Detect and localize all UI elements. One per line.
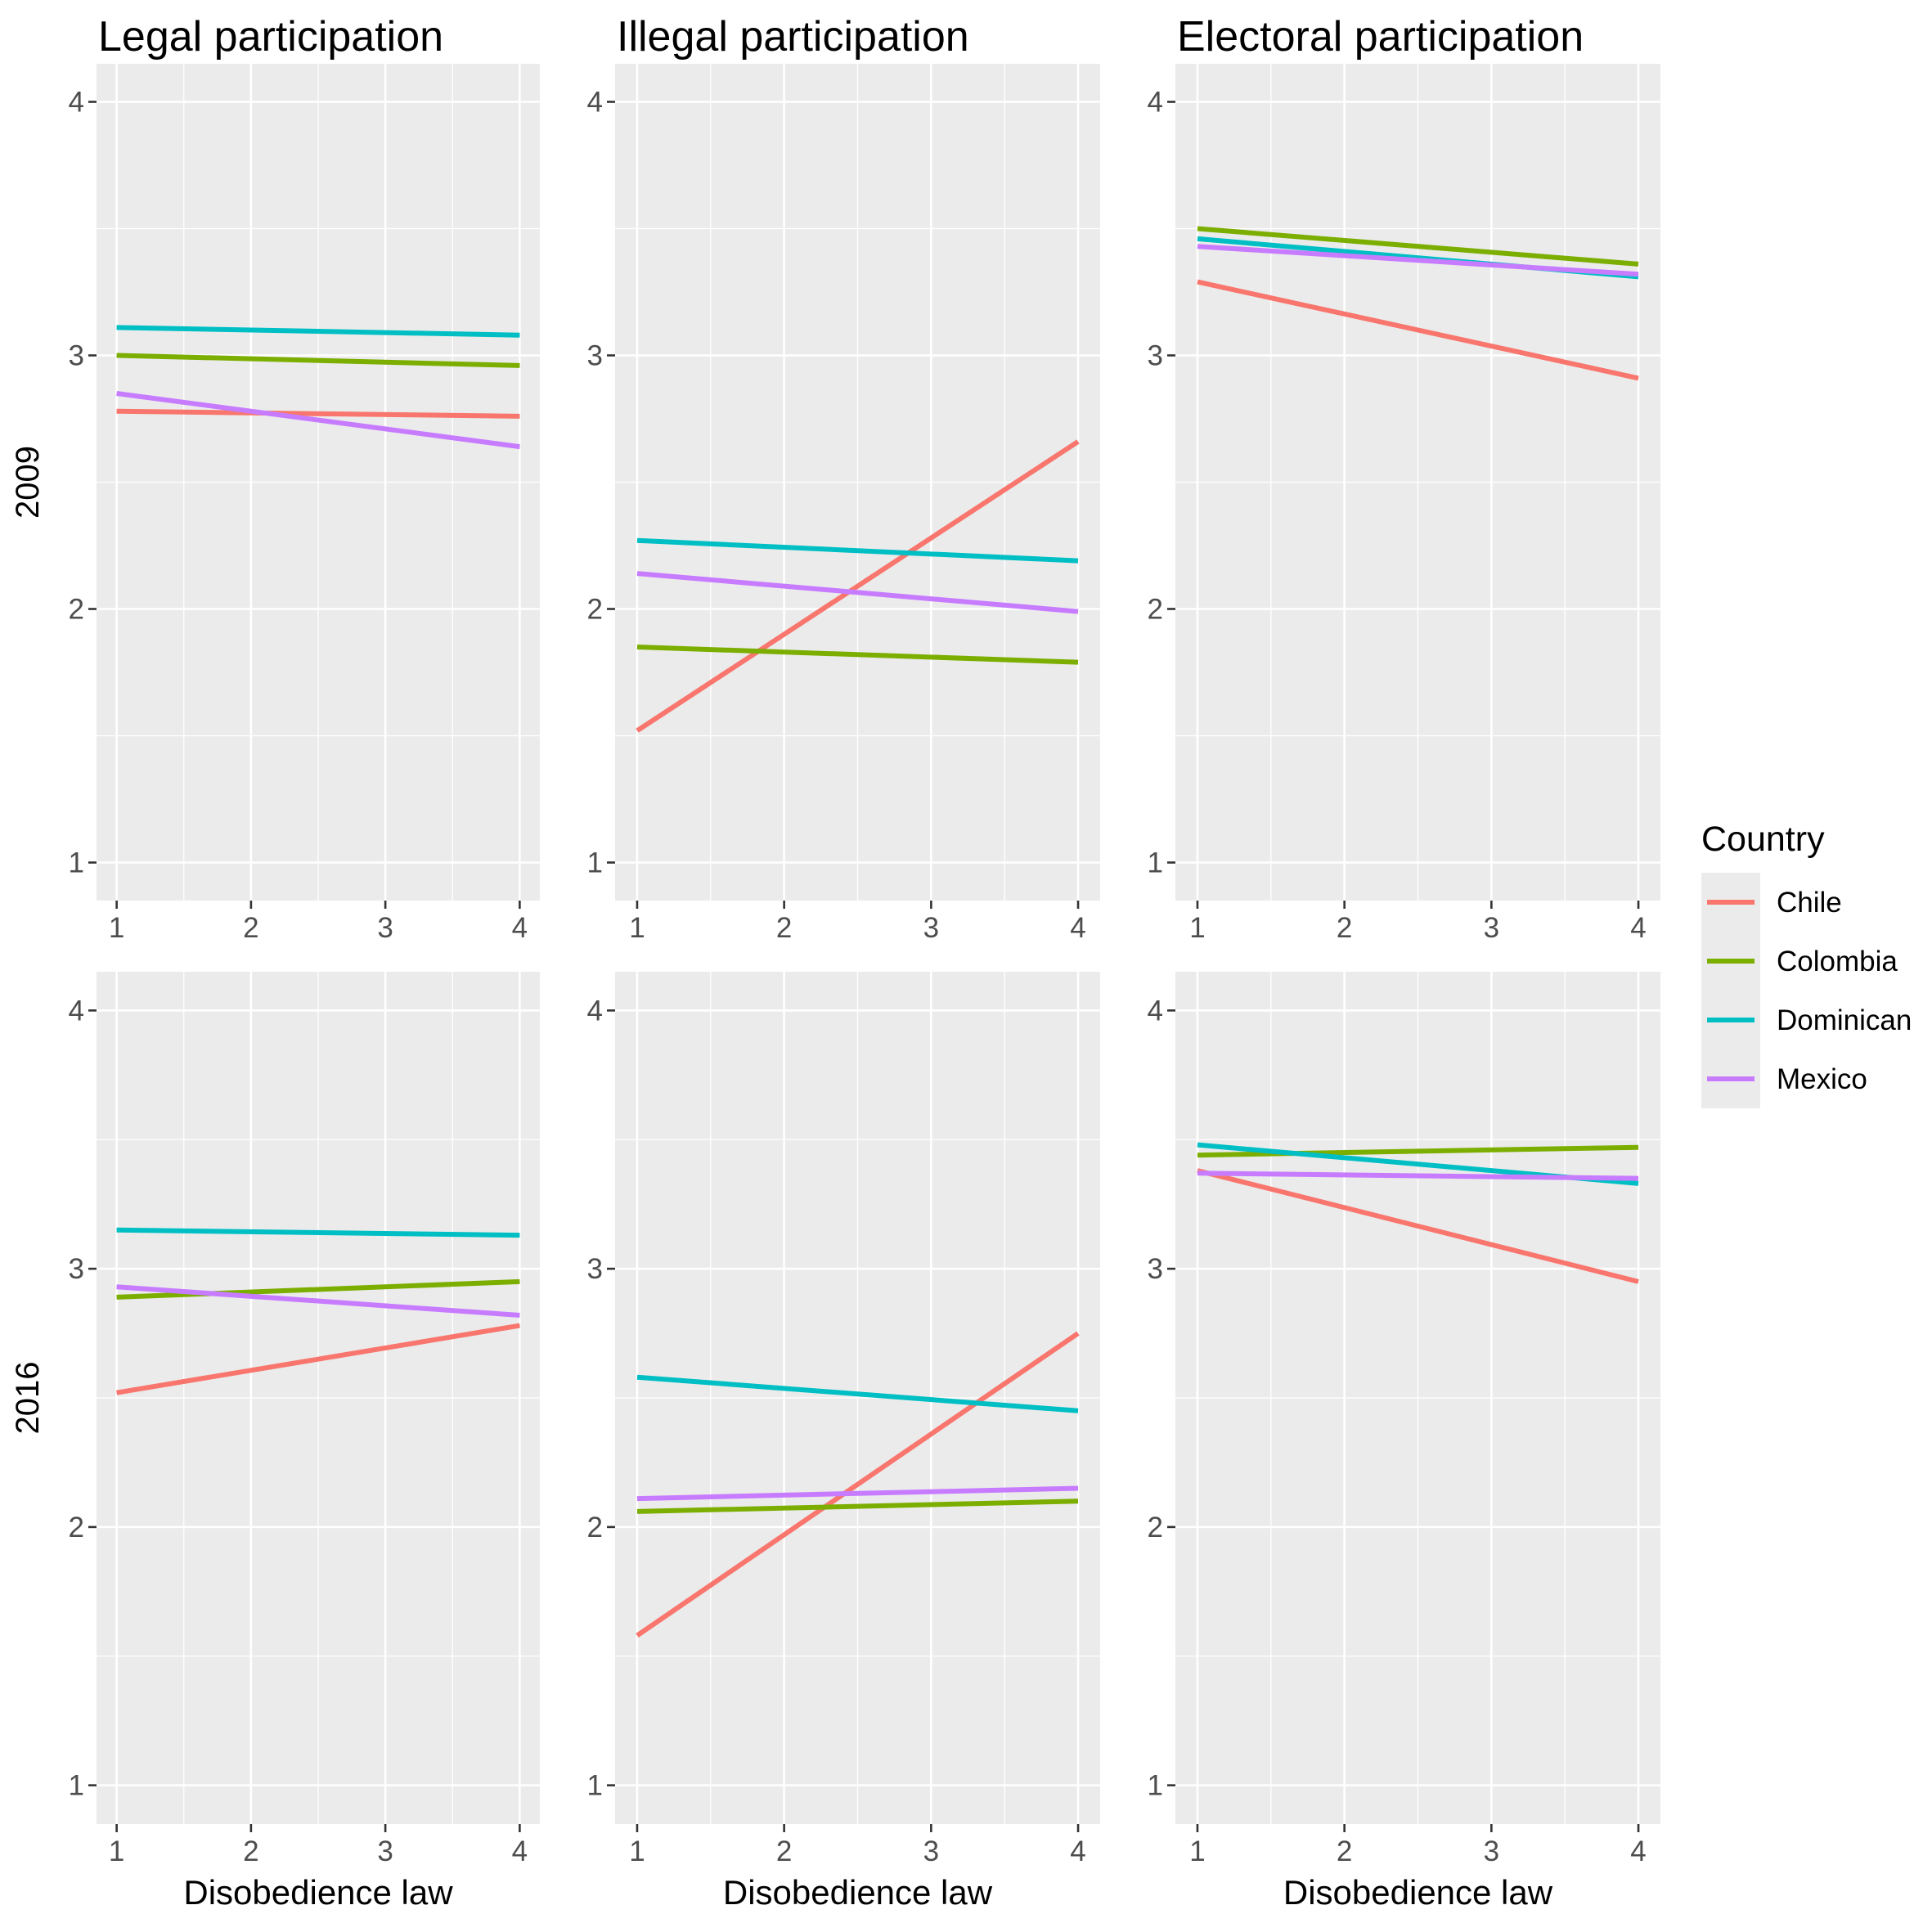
x-axis-title: Disobedience law bbox=[723, 1873, 993, 1912]
series-line-chile-electoral-participation-2016 bbox=[1197, 1168, 1639, 1284]
legend-label-mexico: Mexico bbox=[1777, 1063, 1867, 1095]
y-tick-label: 3 bbox=[587, 340, 603, 372]
x-tick-label: 4 bbox=[1070, 912, 1085, 944]
y-tick-label: 1 bbox=[1148, 847, 1163, 879]
x-tick-label: 3 bbox=[1484, 1835, 1499, 1867]
y-tick-label: 3 bbox=[587, 1253, 603, 1285]
facet-title-illegal-participation: Illegal participation bbox=[617, 13, 969, 61]
y-tick-label: 3 bbox=[1148, 1253, 1163, 1285]
series-line-mexico-legal-participation-2009 bbox=[116, 391, 520, 450]
x-tick-label: 3 bbox=[377, 912, 393, 944]
x-tick-label: 1 bbox=[109, 1835, 124, 1867]
y-tick-label: 3 bbox=[69, 1253, 84, 1285]
x-tick-label: 1 bbox=[629, 1835, 645, 1867]
legend-label-chile: Chile bbox=[1777, 887, 1842, 919]
legend-label-colombia: Colombia bbox=[1777, 946, 1898, 977]
series-line-colombia-electoral-participation-2009 bbox=[1197, 226, 1639, 267]
y-tick-label: 1 bbox=[1148, 1770, 1163, 1802]
legend-title: Country bbox=[1701, 820, 1825, 859]
x-tick-label: 4 bbox=[512, 912, 528, 944]
y-tick-label: 3 bbox=[1148, 340, 1163, 372]
y-tick-label: 1 bbox=[69, 1770, 84, 1802]
y-tick-label: 2 bbox=[69, 1512, 84, 1543]
y-tick-label: 4 bbox=[69, 87, 84, 119]
series-line-dominican-legal-participation-2016 bbox=[116, 1227, 520, 1238]
x-tick-label: 2 bbox=[1337, 912, 1352, 944]
series-line-dominican-legal-participation-2009 bbox=[116, 325, 520, 338]
y-tick-label: 2 bbox=[69, 594, 84, 626]
series-line-colombia-illegal-participation-2009 bbox=[636, 645, 1079, 665]
y-tick-label: 3 bbox=[69, 340, 84, 372]
y-tick-label: 4 bbox=[1148, 995, 1163, 1027]
y-tick-label: 4 bbox=[587, 87, 603, 119]
y-tick-label: 2 bbox=[1148, 1512, 1163, 1543]
series-line-chile-legal-participation-2009 bbox=[116, 408, 520, 419]
y-tick-label: 4 bbox=[587, 995, 603, 1027]
series-line-mexico-electoral-participation-2016 bbox=[1197, 1170, 1639, 1181]
y-tick-label: 1 bbox=[69, 847, 84, 879]
y-tick-label: 2 bbox=[587, 1512, 603, 1543]
x-tick-label: 3 bbox=[1484, 912, 1499, 944]
series-line-mexico-legal-participation-2016 bbox=[116, 1284, 520, 1318]
x-axis-title: Disobedience law bbox=[183, 1873, 453, 1912]
facet-row-label-2009: 2009 bbox=[10, 446, 46, 519]
series-line-colombia-electoral-participation-2016 bbox=[1197, 1144, 1639, 1158]
x-tick-label: 2 bbox=[1337, 1835, 1352, 1867]
series-line-chile-legal-participation-2016 bbox=[116, 1323, 520, 1395]
y-tick-label: 1 bbox=[587, 1770, 603, 1802]
x-tick-label: 3 bbox=[923, 912, 939, 944]
facet-row-label-2016: 2016 bbox=[10, 1362, 46, 1435]
y-tick-label: 2 bbox=[1148, 594, 1163, 626]
x-tick-label: 3 bbox=[377, 1835, 393, 1867]
x-tick-label: 1 bbox=[109, 912, 124, 944]
series-line-chile-illegal-participation-2016 bbox=[636, 1331, 1080, 1638]
x-tick-label: 1 bbox=[1189, 912, 1205, 944]
x-tick-label: 1 bbox=[1189, 1835, 1205, 1867]
x-tick-label: 4 bbox=[1070, 1835, 1085, 1867]
series-line-chile-electoral-participation-2009 bbox=[1197, 279, 1639, 381]
x-tick-label: 4 bbox=[1630, 912, 1646, 944]
series-line-colombia-legal-participation-2016 bbox=[116, 1278, 520, 1300]
series-line-mexico-illegal-participation-2009 bbox=[636, 571, 1079, 614]
series-line-mexico-illegal-participation-2016 bbox=[636, 1485, 1079, 1502]
x-tick-label: 2 bbox=[776, 912, 792, 944]
y-tick-label: 1 bbox=[587, 847, 603, 879]
x-axis-title: Disobedience law bbox=[1283, 1873, 1553, 1912]
x-tick-label: 2 bbox=[776, 1835, 792, 1867]
series-line-dominican-illegal-participation-2009 bbox=[636, 537, 1079, 564]
series-line-chile-illegal-participation-2009 bbox=[636, 439, 1080, 733]
series-line-dominican-illegal-participation-2016 bbox=[636, 1374, 1079, 1413]
y-tick-label: 4 bbox=[69, 995, 84, 1027]
y-tick-label: 4 bbox=[1148, 87, 1163, 119]
facet-title-legal-participation: Legal participation bbox=[98, 13, 443, 61]
series-line-colombia-legal-participation-2009 bbox=[116, 353, 520, 368]
x-tick-label: 2 bbox=[243, 912, 258, 944]
facet-title-electoral-participation: Electoral participation bbox=[1177, 13, 1584, 61]
legend-label-dominican: Dominican bbox=[1777, 1004, 1912, 1036]
y-tick-label: 2 bbox=[587, 594, 603, 626]
x-tick-label: 2 bbox=[243, 1835, 258, 1867]
series-line-mexico-electoral-participation-2009 bbox=[1197, 244, 1639, 277]
x-tick-label: 3 bbox=[923, 1835, 939, 1867]
x-tick-label: 4 bbox=[1630, 1835, 1646, 1867]
x-tick-label: 1 bbox=[629, 912, 645, 944]
series-line-colombia-illegal-participation-2016 bbox=[636, 1498, 1079, 1514]
x-tick-label: 4 bbox=[512, 1835, 528, 1867]
